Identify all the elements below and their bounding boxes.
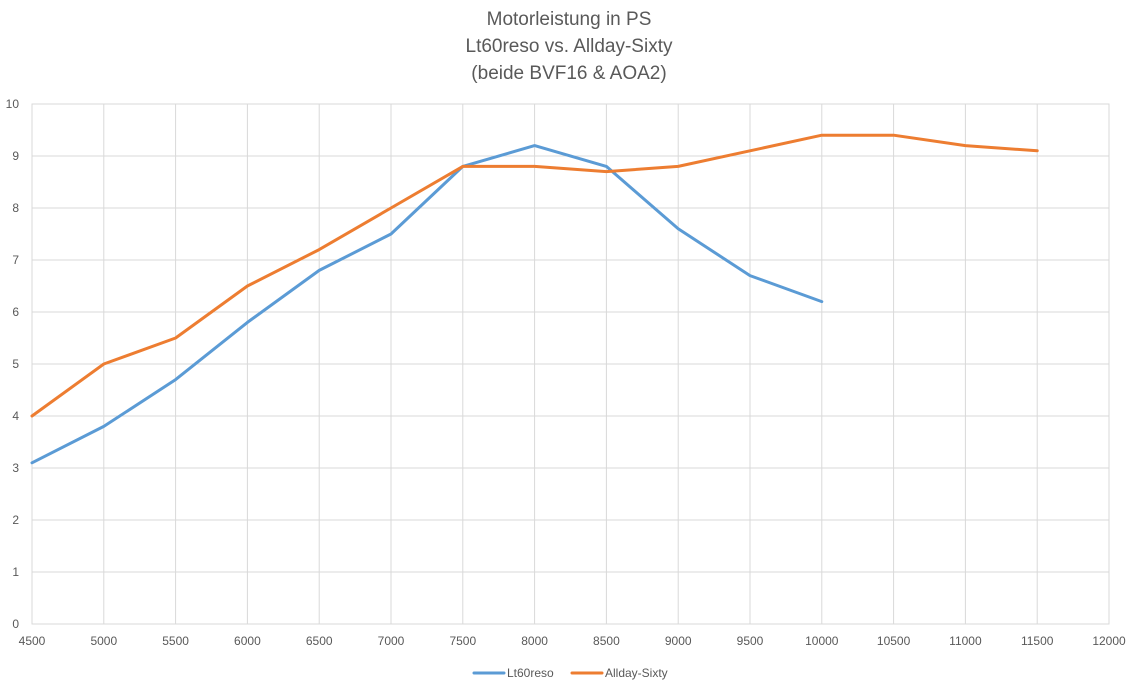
x-tick-label: 9500 — [737, 634, 764, 648]
x-tick-label: 10500 — [877, 634, 911, 648]
y-tick-label: 1 — [12, 565, 19, 579]
x-tick-label: 5500 — [162, 634, 189, 648]
chart-title-line-2: Lt60reso vs. Allday-Sixty — [466, 36, 673, 57]
series-lines — [30, 133, 1039, 465]
plot-area — [31, 103, 1110, 625]
y-tick-label: 0 — [12, 617, 19, 631]
x-axis-tick-labels: 4500 5000 5500 6000 6500 7000 7500 8000 8500 9000… — [19, 634, 1126, 648]
y-tick-label: 5 — [12, 357, 19, 371]
chart-title-line-3: (beide BVF16 & AOA2) — [471, 63, 666, 84]
x-tick-label: 6000 — [234, 634, 261, 648]
y-tick-label: 2 — [12, 513, 19, 527]
y-tick-label: 10 — [6, 97, 20, 111]
x-tick-label: 7000 — [378, 634, 405, 648]
chart-title-line-1: Motorleistung in PS — [487, 9, 652, 30]
y-tick-label: 3 — [12, 461, 19, 475]
series-line-lt60reso — [30, 144, 824, 465]
y-tick-label: 8 — [12, 201, 19, 215]
x-tick-label: 6500 — [306, 634, 333, 648]
x-tick-label: 8500 — [593, 634, 620, 648]
y-tick-label: 9 — [12, 149, 19, 163]
series-line-allday-sixty — [30, 133, 1039, 418]
x-tick-label: 7500 — [449, 634, 476, 648]
x-tick-label: 11000 — [949, 634, 982, 648]
x-tick-label: 5000 — [90, 634, 117, 648]
y-tick-label: 6 — [12, 305, 19, 319]
legend: Lt60reso Allday-Sixty — [472, 666, 668, 680]
x-tick-label: 8000 — [521, 634, 548, 648]
x-tick-label: 10000 — [805, 634, 839, 648]
y-axis-tick-labels: 0 1 2 3 4 5 6 7 8 9 10 — [6, 97, 20, 631]
x-tick-label: 9000 — [665, 634, 692, 648]
chart-title: Motorleistung in PS Lt60reso vs. Allday-… — [466, 9, 673, 84]
y-tick-label: 4 — [12, 409, 19, 423]
x-tick-label: 12000 — [1092, 634, 1126, 648]
legend-label-lt60reso: Lt60reso — [507, 666, 554, 680]
x-tick-label: 4500 — [19, 634, 46, 648]
legend-label-allday-sixty: Allday-Sixty — [605, 666, 668, 680]
y-tick-label: 7 — [12, 253, 19, 267]
x-tick-label: 11500 — [1021, 634, 1054, 648]
